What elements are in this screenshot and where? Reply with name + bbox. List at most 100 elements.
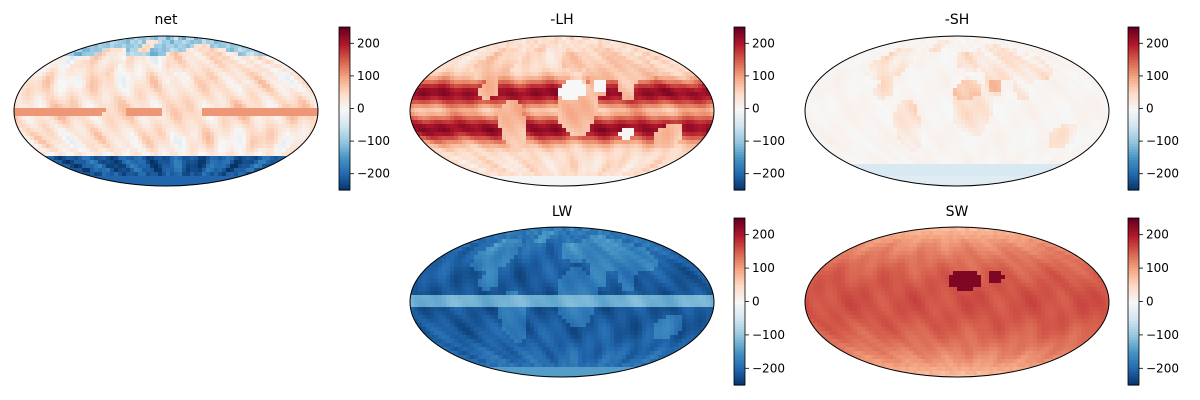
heatmap-cell: [538, 144, 543, 149]
heatmap-cell: [194, 64, 199, 69]
heatmap-cell: [434, 92, 439, 97]
heatmap-cell: [286, 116, 291, 121]
heatmap-cell: [546, 156, 551, 161]
heatmap-cell: [46, 128, 51, 133]
heatmap-cell: [522, 60, 527, 65]
heatmap-cell: [34, 140, 39, 145]
heatmap-cell: [170, 112, 175, 117]
heatmap-cell: [602, 68, 607, 73]
heatmap-cell: [78, 160, 83, 165]
heatmap-cell: [598, 120, 603, 125]
heatmap-cell: [158, 160, 163, 165]
heatmap-cell: [514, 140, 519, 145]
heatmap-cell: [142, 156, 147, 161]
heatmap-cell: [526, 108, 531, 113]
heatmap-cell: [658, 88, 663, 93]
heatmap-cell: [558, 88, 563, 93]
heatmap-cell: [542, 72, 547, 77]
heatmap-cell: [518, 168, 523, 173]
heatmap-cell: [138, 168, 143, 173]
heatmap-cell: [706, 128, 711, 133]
heatmap-cell: [166, 140, 171, 145]
heatmap-cell: [526, 160, 531, 165]
heatmap-cell: [194, 176, 199, 181]
heatmap-cell: [182, 48, 187, 53]
heatmap-cell: [222, 96, 227, 101]
heatmap-cell: [30, 104, 35, 109]
heatmap-cell: [438, 148, 443, 153]
heatmap-cell: [242, 156, 247, 161]
heatmap-cell: [446, 92, 451, 97]
heatmap-cell: [42, 96, 47, 101]
heatmap-cell: [626, 156, 631, 161]
heatmap-cell: [937, 44, 942, 49]
heatmap-cell: [214, 52, 219, 57]
heatmap-cell: [26, 108, 31, 113]
heatmap-cell: [634, 96, 639, 101]
heatmap-cell: [502, 96, 507, 101]
heatmap-cell: [266, 152, 271, 157]
heatmap-cell: [174, 64, 179, 69]
heatmap-cell: [706, 92, 711, 97]
heatmap-cell: [162, 180, 167, 185]
heatmap-cell: [969, 44, 974, 49]
heatmap-cell: [454, 88, 459, 93]
heatmap-cell: [618, 44, 623, 49]
heatmap-cell: [438, 100, 443, 105]
heatmap-cell: [614, 84, 619, 89]
heatmap-cell: [138, 152, 143, 157]
heatmap-cell: [498, 60, 503, 65]
heatmap-cell: [941, 56, 946, 61]
heatmap-cell: [558, 116, 563, 121]
heatmap-cell: [94, 124, 99, 129]
heatmap-cell: [234, 96, 239, 101]
heatmap-cell: [442, 136, 447, 141]
heatmap-cell: [662, 64, 667, 69]
heatmap-cell: [606, 52, 611, 57]
heatmap-cell: [266, 104, 271, 109]
heatmap-cell: [198, 44, 203, 49]
heatmap-cell: [178, 184, 183, 186]
heatmap-cell: [534, 152, 539, 157]
heatmap-cell: [462, 88, 467, 93]
heatmap-cell: [42, 124, 47, 129]
heatmap-cell: [282, 88, 287, 93]
heatmap-cell: [294, 76, 299, 81]
heatmap-cell: [222, 136, 227, 141]
heatmap-cell: [642, 60, 647, 65]
heatmap-cell: [550, 172, 555, 177]
heatmap-cell: [302, 144, 307, 149]
heatmap-cell: [70, 80, 75, 85]
heatmap-cell: [150, 88, 155, 93]
heatmap-cell: [94, 56, 99, 61]
heatmap-cell: [38, 72, 43, 77]
heatmap-cell: [554, 180, 559, 185]
heatmap-cell: [158, 168, 163, 173]
heatmap-cell: [546, 72, 551, 77]
heatmap-cell: [242, 48, 247, 53]
heatmap-cell: [50, 104, 55, 109]
heatmap-cell: [638, 60, 643, 65]
heatmap-cell: [574, 176, 579, 181]
heatmap-cell: [1041, 52, 1046, 57]
heatmap-cell: [258, 144, 263, 149]
heatmap-cell: [610, 144, 615, 149]
heatmap-cell: [282, 148, 287, 153]
heatmap-cell: [266, 72, 271, 77]
heatmap-cell: [418, 96, 423, 101]
heatmap-cell: [614, 48, 619, 53]
heatmap-cell: [526, 52, 531, 57]
heatmap-cell: [1033, 60, 1038, 65]
heatmap-cell: [690, 76, 695, 81]
heatmap-cell: [953, 40, 958, 45]
heatmap-cell: [150, 44, 155, 49]
heatmap-cell: [158, 184, 163, 186]
heatmap-cell: [458, 108, 463, 113]
heatmap-cell: [150, 160, 155, 165]
heatmap-cell: [526, 44, 531, 49]
heatmap-cell: [546, 180, 551, 185]
heatmap-cell: [86, 112, 91, 117]
heatmap-cell: [70, 52, 75, 57]
heatmap-cell: [630, 156, 635, 161]
